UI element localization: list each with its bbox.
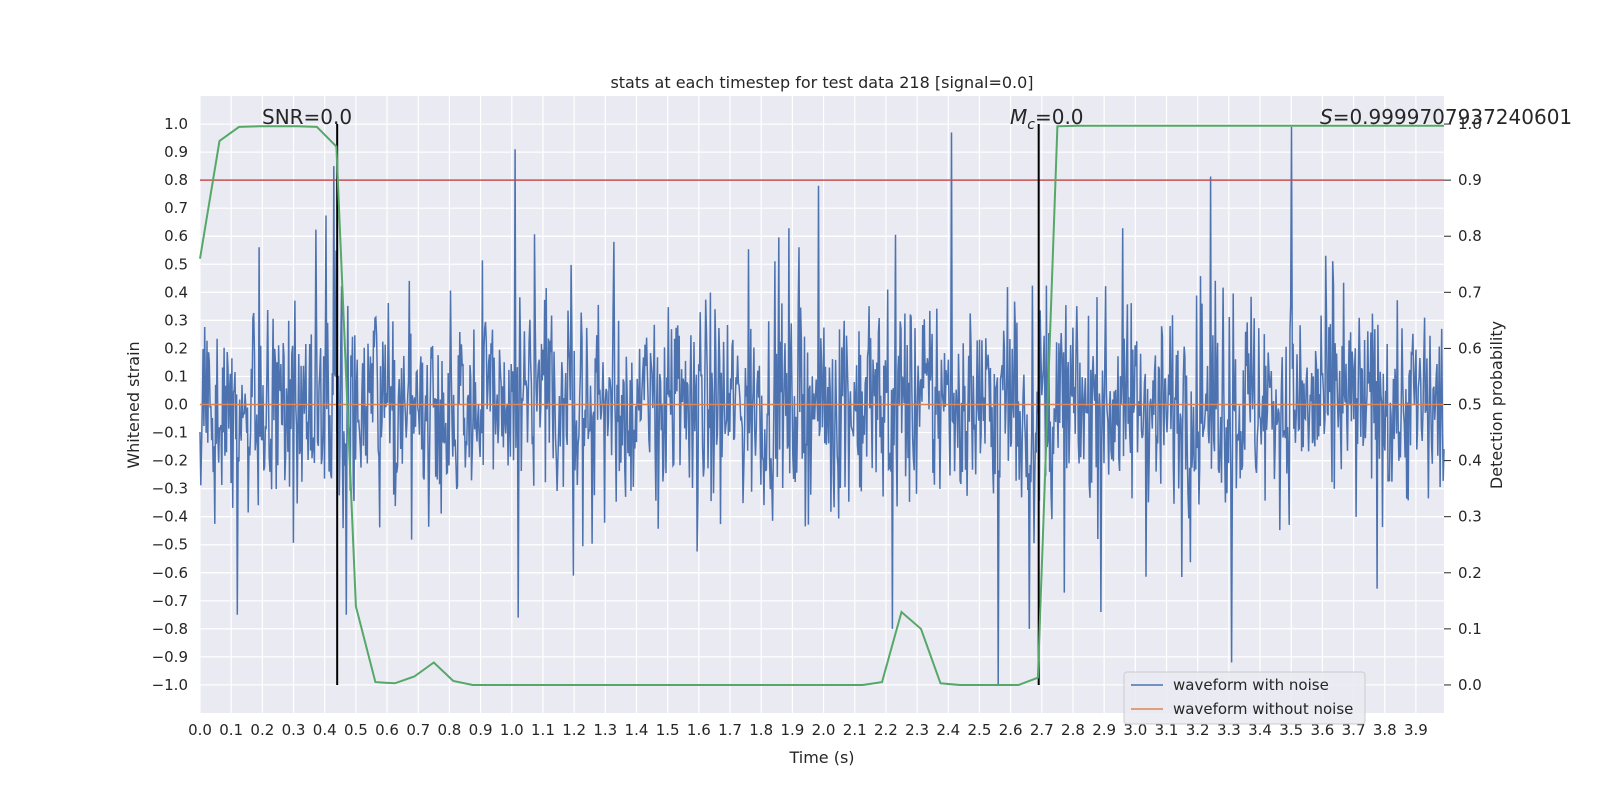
y-tick-label-right: 0.6 — [1458, 339, 1482, 357]
y-tick-label-right: 0.5 — [1458, 396, 1482, 414]
x-tick-label: 2.9 — [1092, 721, 1116, 739]
x-tick-label: 1.3 — [593, 721, 617, 739]
y-tick-label-left: −0.7 — [152, 592, 188, 610]
score-value: =0.9999707937240601 — [1333, 105, 1572, 129]
x-tick-label: 2.7 — [1030, 721, 1054, 739]
x-tick-label: 1.9 — [780, 721, 804, 739]
y-tick-label-right: 0.2 — [1458, 564, 1482, 582]
legend-label-waveform-with-noise: waveform with noise — [1173, 676, 1329, 694]
x-tick-label: 1.0 — [500, 721, 524, 739]
x-tick-label: 3.8 — [1373, 721, 1397, 739]
snr-annotation: SNR=0.0 — [262, 105, 352, 129]
annotations: SNR=0.0 Mc=0.0 S=0.9999707937240601 — [262, 105, 1572, 133]
x-tick-label: 0.2 — [250, 721, 274, 739]
y-tick-label-left: 1.0 — [164, 115, 188, 133]
x-tick-label: 0.8 — [437, 721, 461, 739]
y-tick-label-left: −0.6 — [152, 564, 188, 582]
x-tick-label: 2.4 — [936, 721, 960, 739]
waveform-with-noise-series — [199, 126, 1445, 686]
y-tick-label-left: −0.8 — [152, 620, 188, 638]
y-tick-label-left: 0.8 — [164, 171, 188, 189]
legend-label-waveform-without-noise: waveform without noise — [1173, 700, 1353, 718]
y-tick-label-left: −0.1 — [152, 424, 188, 442]
chart-title: stats at each timestep for test data 218… — [610, 73, 1033, 92]
x-tick-label: 0.0 — [188, 721, 212, 739]
x-tick-label: 2.3 — [905, 721, 929, 739]
y-tick-label-left: 0.9 — [164, 143, 188, 161]
x-tick-label: 3.6 — [1310, 721, 1334, 739]
axis-ticks: 0.0 0.1 0.2 0.3 0.4 0.5 0.6 0.7 0.8 0.9 1.0 1.1 1.2 1… — [152, 115, 1482, 739]
y-tick-label-left: −1.0 — [152, 676, 188, 694]
x-tick-label: 0.4 — [313, 721, 337, 739]
y-tick-label-right: 0.8 — [1458, 227, 1482, 245]
y-tick-label-left: −0.2 — [152, 452, 188, 470]
y-tick-label-left: 0.0 — [164, 396, 188, 414]
x-tick-label: 3.7 — [1342, 721, 1366, 739]
waveform-with-noise-line — [199, 126, 1445, 686]
y-axis-label-right: Detection probability — [1487, 321, 1506, 489]
y-tick-label-right: 0.9 — [1458, 171, 1482, 189]
chirp-mass-subscript: c — [1027, 117, 1035, 133]
y-tick-label-left: −0.9 — [152, 648, 188, 666]
x-tick-label: 0.3 — [282, 721, 306, 739]
x-tick-label: 3.2 — [1186, 721, 1210, 739]
x-tick-label: 2.1 — [843, 721, 867, 739]
x-tick-label: 1.2 — [562, 721, 586, 739]
x-tick-label: 0.1 — [219, 721, 243, 739]
x-tick-label: 2.2 — [874, 721, 898, 739]
y-tick-label-right: 0.0 — [1458, 676, 1482, 694]
x-tick-label: 1.8 — [749, 721, 773, 739]
chirp-mass-value: =0.0 — [1035, 105, 1084, 129]
legend-box — [1123, 671, 1366, 725]
overlay-series — [199, 124, 1444, 686]
y-tick-label-left: −0.5 — [152, 536, 188, 554]
x-tick-label: 2.8 — [1061, 721, 1085, 739]
x-tick-label: 3.1 — [1155, 721, 1179, 739]
x-tick-label: 3.0 — [1123, 721, 1147, 739]
x-tick-label: 0.6 — [375, 721, 399, 739]
y-tick-label-left: −0.3 — [152, 480, 188, 498]
x-tick-label: 1.4 — [625, 721, 649, 739]
y-axis-label-left: Whitened strain — [124, 341, 143, 468]
x-tick-label: 2.0 — [812, 721, 836, 739]
y-tick-label-right: 0.7 — [1458, 283, 1482, 301]
detection-probability-line — [199, 124, 1444, 686]
x-tick-label: 1.6 — [687, 721, 711, 739]
x-tick-label: 1.7 — [718, 721, 742, 739]
y-tick-label-left: −0.4 — [152, 508, 188, 526]
x-tick-label: 1.1 — [531, 721, 555, 739]
y-tick-label-right: 1.0 — [1458, 115, 1482, 133]
y-tick-label-left: 0.6 — [164, 227, 188, 245]
y-tick-label-right: 0.1 — [1458, 620, 1482, 638]
x-tick-label: 3.3 — [1217, 721, 1241, 739]
y-tick-label-right: 0.4 — [1458, 452, 1482, 470]
x-axis-label: Time (s) — [788, 748, 854, 767]
score-symbol: S — [1320, 105, 1333, 129]
y-tick-label-left: 0.5 — [164, 255, 188, 273]
x-tick-label: 0.9 — [469, 721, 493, 739]
x-tick-label: 0.5 — [344, 721, 368, 739]
y-tick-label-left: 0.2 — [164, 339, 188, 357]
x-tick-label: 3.5 — [1279, 721, 1303, 739]
chirp-mass-symbol: M — [1010, 105, 1027, 129]
chirp-mass-annotation: Mc=0.0 — [1010, 105, 1084, 133]
legend: waveform with noise waveform without noi… — [1123, 671, 1366, 725]
score-annotation: S=0.9999707937240601 — [1320, 105, 1572, 129]
y-tick-label-right: 0.3 — [1458, 508, 1482, 526]
y-tick-label-left: 0.7 — [164, 199, 188, 217]
x-tick-label: 0.7 — [406, 721, 430, 739]
y-tick-label-left: 0.1 — [164, 367, 188, 385]
x-tick-label: 3.4 — [1248, 721, 1272, 739]
x-tick-label: 2.6 — [999, 721, 1023, 739]
x-tick-label: 3.9 — [1404, 721, 1428, 739]
y-tick-label-left: 0.4 — [164, 283, 188, 301]
y-tick-label-left: 0.3 — [164, 311, 188, 329]
x-tick-label: 1.5 — [656, 721, 680, 739]
x-tick-label: 2.5 — [968, 721, 992, 739]
